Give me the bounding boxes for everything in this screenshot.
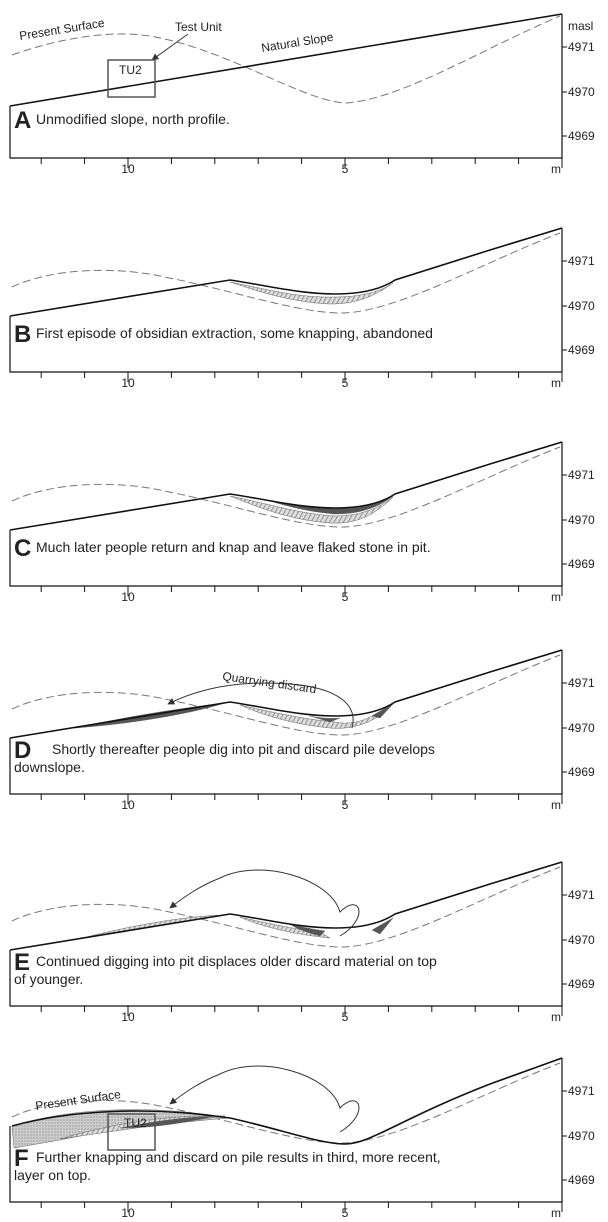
panel-letter: A — [14, 107, 31, 134]
panel: 10 5 m 4971 4970 4969 F Further knapping and di… — [9, 1057, 595, 1220]
distance-label: 10 — [121, 162, 135, 176]
arrow — [151, 33, 189, 61]
elevation-label: 4970 — [568, 513, 595, 527]
panel-frame — [9, 862, 563, 1007]
elevation-label: 4971 — [568, 254, 595, 268]
distance-unit: m — [551, 1010, 561, 1024]
elevation-label: 4970 — [568, 721, 595, 735]
elevation-label: 4969 — [568, 977, 595, 991]
elevation-label: 4970 — [568, 85, 595, 99]
annotation: Present Surface — [34, 1087, 121, 1113]
elevation-label: 4969 — [568, 343, 595, 357]
distance-label: 5 — [342, 376, 349, 390]
panel: 10 5 m 4971 4970 4969 B First episode of obsidi… — [9, 227, 595, 390]
deposit — [371, 703, 394, 719]
panel-frame — [9, 650, 563, 795]
distance-unit: m — [551, 798, 561, 812]
test-unit-box — [107, 1113, 156, 1151]
elevation-label: 4971 — [568, 888, 595, 902]
distance-unit: m — [551, 1206, 561, 1220]
ground-line — [9, 441, 563, 531]
test-unit-box — [107, 59, 156, 98]
elevation-label: 4970 — [568, 299, 595, 313]
ground-line — [9, 649, 563, 739]
distance-label: 10 — [121, 376, 135, 390]
elevation-label: 4969 — [568, 129, 595, 143]
caption: Continued digging into pit displaces old… — [36, 953, 437, 969]
distance-label: 5 — [342, 1206, 349, 1220]
arrow — [169, 1065, 360, 1133]
deposit — [289, 923, 326, 937]
distance-label: 10 — [121, 798, 135, 812]
elevation-label: 4971 — [568, 40, 595, 54]
caption: layer on top. — [14, 1167, 91, 1183]
caption: Much later people return and knap and le… — [36, 539, 431, 555]
annotation: TU2 — [124, 1116, 147, 1130]
panel-frame — [9, 228, 563, 373]
annotation: Test Unit — [175, 20, 222, 34]
panel-letter: C — [14, 535, 31, 562]
deposit — [229, 281, 394, 305]
panel-letter: B — [14, 321, 31, 348]
original-surface — [11, 232, 561, 314]
distance-label: 10 — [121, 590, 135, 604]
masl-label: masl — [568, 19, 593, 33]
original-surface — [11, 446, 561, 528]
original-surface — [11, 654, 561, 736]
deposit — [309, 715, 341, 723]
elevation-label: 4971 — [568, 1084, 595, 1098]
caption: of younger. — [14, 971, 83, 987]
ground-line — [11, 1057, 563, 1145]
caption: downslope. — [14, 759, 85, 775]
distance-label: 5 — [342, 590, 349, 604]
panel: 10 5 m 4971 4970 4969 C Much later people retur… — [9, 441, 595, 604]
panel-frame — [9, 442, 563, 587]
ground-line — [9, 861, 563, 951]
panel-letter: D — [14, 737, 31, 764]
caption: Further knapping and discard on pile res… — [36, 1149, 441, 1165]
ground-line — [9, 227, 563, 317]
deposit — [229, 495, 394, 524]
elevation-label: 4970 — [568, 1129, 595, 1143]
caption: Unmodified slope, north profile. — [36, 111, 230, 127]
panel-frame — [9, 1058, 563, 1203]
original-surface — [11, 15, 561, 104]
original-surface — [11, 866, 561, 948]
ground-line — [9, 13, 563, 107]
distance-label: 10 — [121, 1206, 135, 1220]
distance-label: 5 — [342, 798, 349, 812]
distance-unit: m — [551, 376, 561, 390]
panel-letter: E — [14, 949, 30, 976]
annotation: TU2 — [119, 63, 142, 77]
elevation-label: 4969 — [568, 557, 595, 571]
elevation-label: 4969 — [568, 1173, 595, 1187]
elevation-label: 4969 — [568, 765, 595, 779]
deposit — [371, 917, 394, 935]
caption: Shortly thereafter people dig into pit a… — [52, 741, 435, 757]
panel-frame — [9, 14, 563, 159]
elevation-label: 4971 — [568, 468, 595, 482]
elevation-label: 4971 — [568, 676, 595, 690]
distance-unit: m — [551, 162, 561, 176]
distance-unit: m — [551, 590, 561, 604]
deposit — [239, 916, 331, 939]
panel-letter: F — [14, 1145, 29, 1172]
original-surface — [11, 1062, 561, 1144]
panel: 10 5 m 4971 4970 4969 A Unmodified slope, north… — [9, 13, 595, 176]
panel: 10 5 m 4971 4970 4969 E Continued digging into … — [9, 861, 595, 1024]
distance-label: 10 — [121, 1010, 135, 1024]
annotation: Quarrying discard — [222, 669, 318, 696]
annotation: Natural Slope — [260, 30, 334, 55]
elevation-label: 4970 — [568, 933, 595, 947]
caption: First episode of obsidian extraction, so… — [36, 325, 433, 341]
arrow — [169, 869, 360, 937]
distance-label: 5 — [342, 1010, 349, 1024]
panel: 10 5 m 4971 4970 4969 D Shortly thereafter peop… — [9, 649, 595, 812]
arrow — [167, 682, 354, 729]
distance-label: 5 — [342, 162, 349, 176]
annotation: Present Surface — [18, 16, 105, 43]
